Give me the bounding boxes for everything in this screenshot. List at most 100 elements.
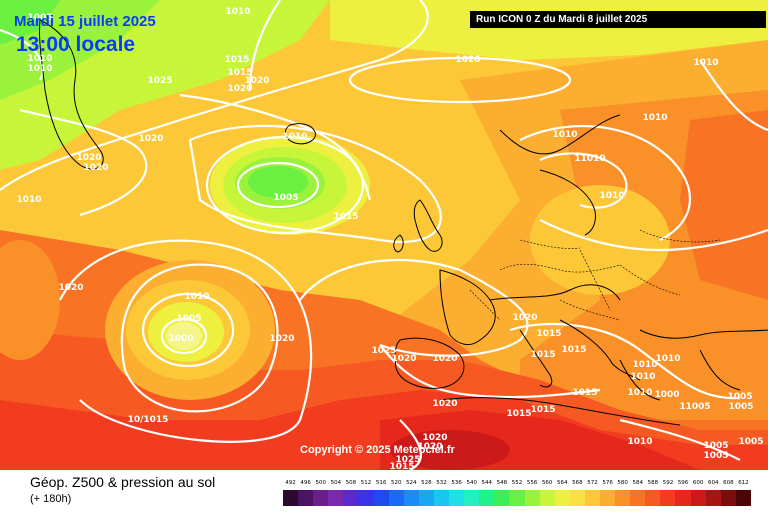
scale-value-label: 552 [511, 480, 523, 486]
isobar-labels: 1010100510101010102510151015102010201020… [16, 7, 763, 470]
isobar-label: 1015 [224, 55, 249, 65]
coastlines [38, 19, 768, 426]
isobar-label: 1010 [27, 64, 52, 74]
isobar-label: 1010 [184, 292, 209, 302]
scale-value-label: 568 [572, 480, 583, 486]
scale-swatch [403, 490, 419, 506]
scale-value-label: 504 [330, 480, 342, 486]
scale-value-label: 572 [587, 480, 598, 486]
isobar-label: 1020 [244, 76, 269, 86]
scale-swatch [373, 490, 389, 506]
isobar-label: 1005 [703, 451, 728, 461]
isobar-label: 1020 [455, 55, 480, 65]
scale-value-label: 564 [557, 480, 568, 486]
scale-value-label: 584 [632, 480, 644, 486]
scale-swatch [494, 490, 510, 506]
scale-swatch [554, 490, 570, 506]
geopotential-fill [0, 0, 768, 470]
isobar-label: 1020 [422, 433, 447, 443]
scale-value-label: 516 [375, 480, 387, 486]
scale-value-label: 608 [723, 480, 734, 486]
color-scale-labels: 492 496 500 504 508 512 516 520 524 528 532 536 540 5… [283, 480, 751, 488]
scale-value-label: 580 [617, 480, 628, 486]
isobar-label: 1020 [76, 153, 101, 163]
isobar-label: 1025 [147, 76, 172, 86]
isobar-label: 1020 [417, 442, 442, 452]
isobar-label: 1015 [389, 462, 414, 470]
isobar-label: 1000 [168, 334, 193, 344]
isobar-label: 1005 [176, 314, 201, 324]
isobar-label: 11010 [574, 154, 605, 164]
scale-swatch [328, 490, 344, 506]
scale-swatch [660, 490, 676, 506]
isobar-label: 1005 [728, 402, 753, 412]
scale-value-label: 548 [496, 480, 508, 486]
scale-swatch [675, 490, 691, 506]
isobar-label: 1005 [703, 441, 728, 451]
isobar-label: 1010 [16, 195, 41, 205]
scale-swatch [449, 490, 465, 506]
scale-swatch [690, 490, 706, 506]
color-scale-bar [283, 490, 751, 506]
isobar-label: 1015 [333, 212, 358, 222]
isobar-label: 1020 [269, 334, 294, 344]
scale-value-label: 508 [345, 480, 357, 486]
scale-value-label: 560 [541, 480, 553, 486]
isobar-label: 1025 [371, 346, 396, 356]
scale-swatch [418, 490, 434, 506]
weather-map: 1010100510101010102510151015102010201020… [0, 0, 768, 470]
isobar-label: 1020 [432, 399, 457, 409]
scale-swatch [464, 490, 480, 506]
scale-value-label: 496 [300, 480, 311, 486]
isobar-label: 1010 [693, 58, 718, 68]
scale-value-label: 512 [360, 480, 372, 486]
scale-swatch [645, 490, 661, 506]
isobar-label: 1005 [273, 193, 298, 203]
isobar-label: 1010 [225, 7, 250, 17]
isobar-label: 1010 [655, 354, 680, 364]
scale-swatch [599, 490, 616, 506]
isobar-label: 1015 [561, 345, 586, 355]
scale-swatch [388, 490, 404, 506]
scale-swatch [358, 490, 374, 506]
isobar-label: 1020 [391, 354, 416, 364]
scale-swatch [298, 490, 314, 506]
run-info-banner: Run ICON 0 Z du Mardi 8 juillet 2025 [470, 11, 766, 28]
scale-swatch [343, 490, 359, 506]
scale-value-label: 524 [406, 480, 417, 486]
isobar-label: 11005 [679, 402, 710, 412]
isobar-label: 1010 [632, 360, 657, 370]
scale-swatch [283, 490, 299, 506]
scale-swatch [720, 490, 736, 506]
isobar-label: 1005 [727, 392, 752, 402]
scale-value-label: 536 [451, 480, 462, 486]
scale-value-label: 604 [708, 480, 719, 486]
isobar-label: 1015 [227, 68, 252, 78]
scale-value-label: 592 [662, 480, 674, 486]
legend-title: Géop. Z500 & pression au sol [30, 474, 216, 490]
isobar-label: 1020 [432, 354, 457, 364]
isobar-label: 1015 [536, 329, 561, 339]
scale-value-label: 500 [315, 480, 326, 486]
isobar-label: 10/1015 [128, 415, 169, 425]
isobar-label: 1020 [83, 163, 108, 173]
isobar-label: 1020 [58, 283, 83, 293]
isobar-label: 1010 [599, 191, 624, 201]
isobar-label: 1020 [227, 84, 252, 94]
isobar-lines [0, 0, 768, 470]
scale-swatch [524, 490, 540, 506]
scale-swatch [615, 490, 631, 506]
scale-value-label: 520 [390, 480, 402, 486]
scale-value-label: 528 [421, 480, 432, 486]
scale-swatch [630, 490, 646, 506]
isobar-label: 1010 [630, 372, 655, 382]
isobar-label: 1015 [572, 388, 597, 398]
isobar-label: 1005 [738, 437, 763, 447]
scale-value-label: 492 [285, 480, 296, 486]
scale-value-label: 576 [602, 480, 613, 486]
country-borders [469, 229, 721, 321]
scale-swatch [584, 490, 600, 506]
forecast-time-title: 13:00 locale [16, 33, 136, 56]
scale-value-label: 600 [692, 480, 704, 486]
scale-value-label: 544 [481, 480, 493, 486]
